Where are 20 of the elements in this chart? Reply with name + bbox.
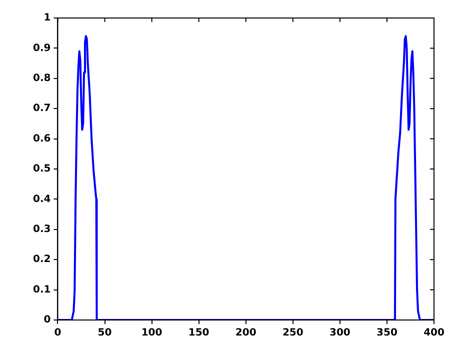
y-tick-label: 0 xyxy=(44,314,51,326)
y-tick-label: 0.1 xyxy=(32,284,51,296)
x-tick-label: 200 xyxy=(235,328,256,339)
x-tick-label: 50 xyxy=(98,328,112,339)
x-tick-label: 350 xyxy=(376,328,398,339)
y-tick-label: 0.4 xyxy=(32,194,51,205)
x-tick-label: 400 xyxy=(424,328,444,339)
x-tick-label: 250 xyxy=(282,328,304,339)
y-tick-label: 0.2 xyxy=(32,254,51,266)
y-tick-label: 0.7 xyxy=(32,103,51,114)
x-tick-label: 300 xyxy=(329,328,350,339)
y-tick-label: 0.3 xyxy=(32,224,51,235)
x-tick-label: 150 xyxy=(188,328,210,339)
y-tick-label: 1 xyxy=(44,12,51,24)
y-tick-label: 0.6 xyxy=(32,133,51,144)
x-tick-label: 0 xyxy=(54,328,62,339)
y-tick-label: 0.5 xyxy=(32,164,51,175)
x-tick-label: 100 xyxy=(141,328,162,339)
y-tick-label: 0.8 xyxy=(32,72,51,84)
y-tick-label: 0.9 xyxy=(32,42,51,54)
